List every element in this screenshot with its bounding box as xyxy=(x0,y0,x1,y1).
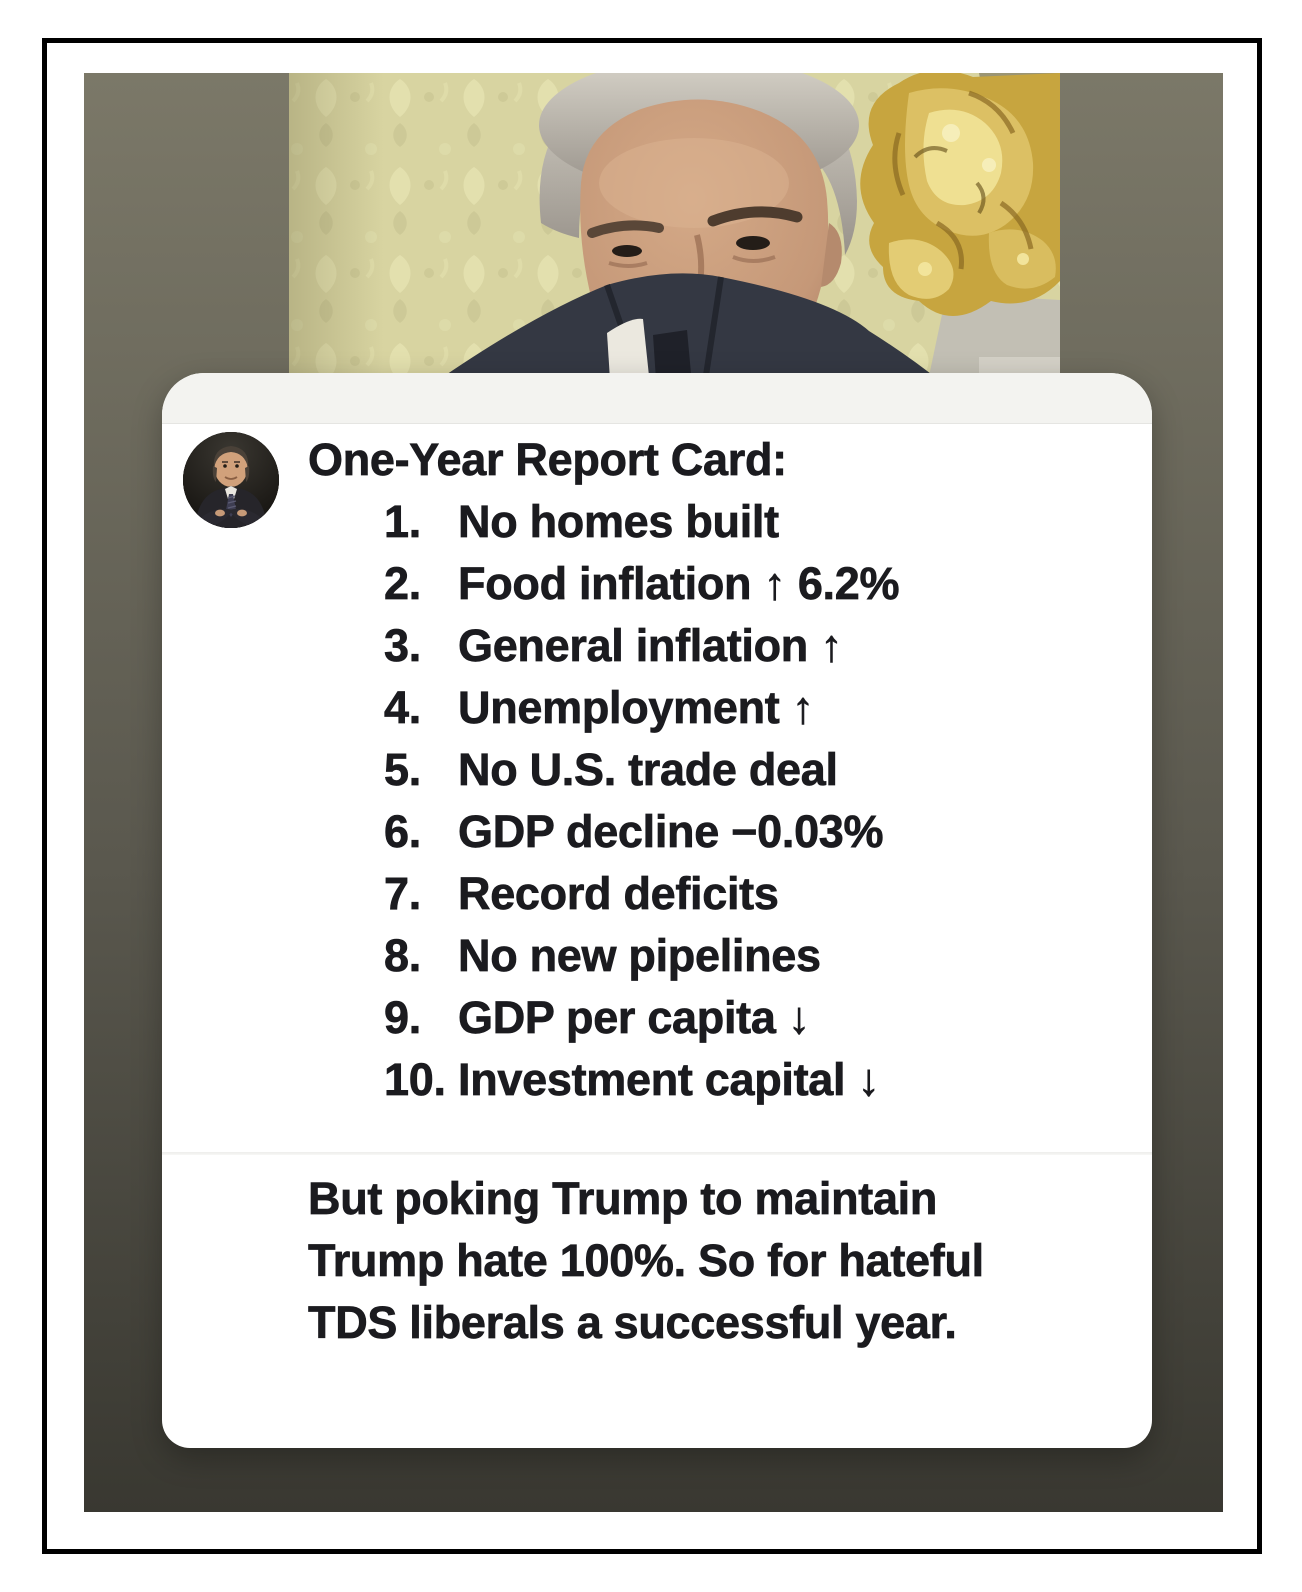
list-item: 10. Investment capital ↓ xyxy=(384,1049,1132,1111)
list-item: 6. GDP decline −0.03% xyxy=(384,801,1132,863)
card-top-band xyxy=(162,373,1152,424)
list-item: 8. No new pipelines xyxy=(384,925,1132,987)
avatar-man-icon xyxy=(183,432,279,528)
item-number: 5. xyxy=(384,744,422,796)
post-paragraph: But poking Trump to maintain Trump hate … xyxy=(308,1173,985,1349)
avatar xyxy=(183,432,279,528)
item-number: 3. xyxy=(384,620,422,672)
list-item: 3. General inflation ↑ xyxy=(384,615,1132,677)
item-text: No U.S. trade deal xyxy=(458,744,839,796)
item-text: GDP decline −0.03% xyxy=(458,806,884,858)
list-item: 9. GDP per capita ↓ xyxy=(384,987,1132,1049)
item-text: Record deficits xyxy=(458,868,780,920)
list-item: 2. Food inflation ↑ 6.2% xyxy=(384,553,1132,615)
item-number: 4. xyxy=(384,682,422,734)
photo-illustration xyxy=(289,73,1060,395)
item-number: 8. xyxy=(384,930,422,982)
item-number: 7. xyxy=(384,868,422,920)
item-text: No new pipelines xyxy=(458,930,822,982)
item-number: 6. xyxy=(384,806,422,858)
list-item: 7. Record deficits xyxy=(384,863,1132,925)
list-item: 5. No U.S. trade deal xyxy=(384,739,1132,801)
item-number: 1. xyxy=(384,496,422,548)
tweet-card: One-Year Report Card: 1. No homes built … xyxy=(162,373,1152,1448)
item-number: 2. xyxy=(384,558,422,610)
item-text: Food inflation ↑ 6.2% xyxy=(458,558,900,610)
item-text: No homes built xyxy=(458,496,780,548)
gold-ornament-icon xyxy=(860,73,1060,316)
list-item: 4. Unemployment ↑ xyxy=(384,677,1132,739)
background-photo xyxy=(289,73,1060,395)
post-title: One-Year Report Card: xyxy=(308,434,788,486)
man-figure xyxy=(417,73,957,395)
item-number: 10. xyxy=(384,1054,447,1106)
item-text: General inflation ↑ xyxy=(458,620,843,672)
report-list: 1. No homes built 2. Food inflation ↑ 6.… xyxy=(384,491,1132,1111)
item-text: GDP per capita ↓ xyxy=(458,992,811,1044)
item-text: Unemployment ↑ xyxy=(458,682,815,734)
list-item: 1. No homes built xyxy=(384,491,1132,553)
screenshot-seam xyxy=(162,1152,1152,1155)
item-text: Investment capital ↓ xyxy=(458,1054,881,1106)
item-number: 9. xyxy=(384,992,422,1044)
